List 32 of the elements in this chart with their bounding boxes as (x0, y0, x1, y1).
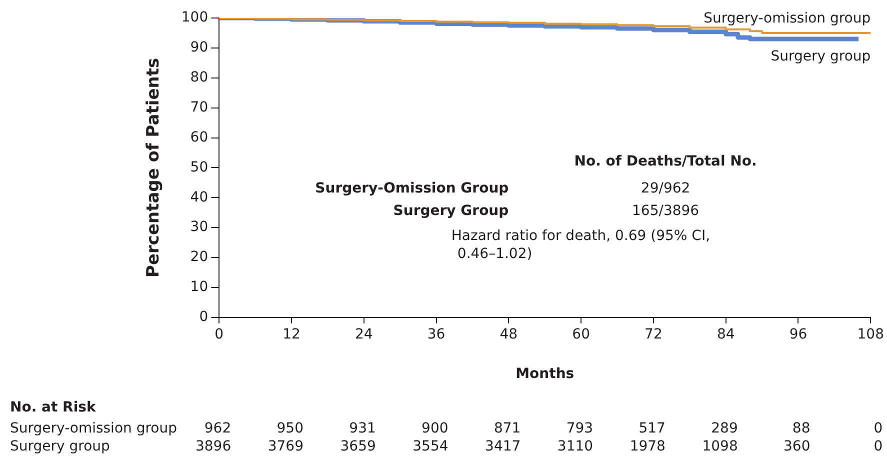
text: Surgery group 3896 3769 3659 3554 3417 3110 1978 1098 360 0 (10, 438, 883, 455)
x-axis-title: Months (516, 366, 574, 382)
x-tick-label: 84 (716, 326, 735, 342)
y-tick-label: 0 (199, 309, 208, 326)
series-label: Surgery-omission group (704, 10, 871, 27)
x-tick-label: 0 (214, 326, 224, 342)
y-tick-label: 50 (190, 159, 208, 176)
y-tick-label: 80 (190, 70, 208, 86)
y-tick-label: 10 (190, 279, 208, 296)
annotation: No. of Deaths/Total No. (574, 153, 757, 170)
text: Surgery Group 165/3896 (393, 202, 700, 219)
x-tick-label: 36 (427, 326, 446, 342)
x-tick-label: 60 (572, 326, 590, 342)
y-tick-label: 30 (190, 219, 208, 236)
x-tick-label: 96 (789, 326, 808, 342)
x-tick-label: 48 (500, 326, 518, 342)
y-tick-label: 40 (190, 189, 208, 206)
text: Surgery-omission group 962 950 931 900 871 793 517 289 88 0 (10, 420, 883, 437)
x-tick-label: 24 (354, 326, 373, 342)
y-tick-label: 90 (190, 40, 208, 56)
x-tick-label: 12 (282, 326, 300, 342)
x-tick-label: 108 (857, 326, 884, 342)
y-tick-label: 100 (181, 10, 208, 26)
y-tick-label: 20 (190, 249, 208, 266)
x-tick-label: 72 (644, 326, 662, 342)
y-tick-label: 60 (190, 129, 208, 146)
series-label: Surgery group (770, 48, 871, 65)
annotation: Hazard ratio for death, 0.69 (95% CI, 0.46–1.02) (451, 228, 710, 262)
text: Surgery-Omission Group 29/962 (315, 180, 690, 196)
y-axis-title: Percentage of Patients (144, 58, 164, 278)
y-tick-label: 70 (190, 99, 208, 116)
text: No. at Risk (10, 400, 96, 416)
